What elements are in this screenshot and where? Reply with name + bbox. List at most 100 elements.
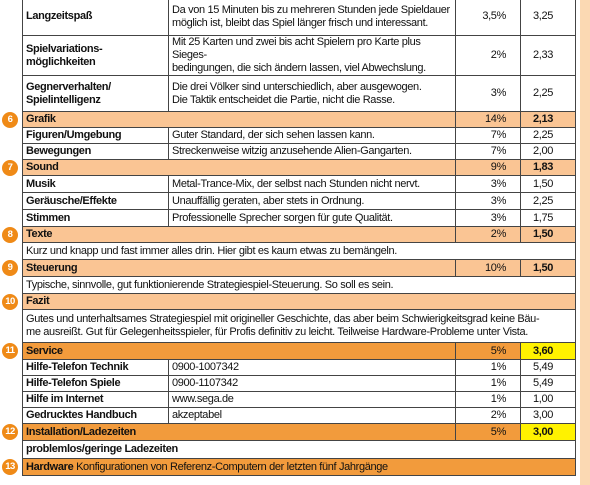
section-name: Hardware bbox=[26, 460, 74, 473]
section-name: Installation/Ladezeiten bbox=[26, 425, 136, 438]
section-title: 9 Steuerung bbox=[2, 259, 456, 277]
row: Geräusche/Effekte Unauffällig geraten, ab… bbox=[22, 192, 576, 210]
section-number: 8 bbox=[2, 226, 18, 243]
weight: 1% bbox=[455, 391, 521, 408]
description: Die drei Völker sind unterschiedlich, ab… bbox=[168, 75, 456, 112]
weight: 3% bbox=[455, 209, 521, 227]
criterion: Spielvariations- möglichkeiten bbox=[22, 35, 169, 76]
row: Hilfe-Telefon Technik 0900-1007342 1% 5,49 bbox=[22, 359, 576, 376]
section-number: 11 bbox=[2, 343, 18, 359]
description: Guter Standard, der sich sehen lassen ka… bbox=[168, 127, 456, 144]
section-row: 6 Grafik 14% 2,13 bbox=[2, 111, 576, 128]
section-name: Grafik bbox=[26, 113, 56, 125]
section-name: Steuerung bbox=[26, 261, 78, 274]
note: Gutes und unterhaltsames Strategiespiel … bbox=[22, 309, 576, 343]
note-row: Typische, sinnvolle, gut funktionierende… bbox=[22, 276, 576, 294]
score: 2,25 bbox=[520, 192, 576, 210]
weight: 3% bbox=[455, 175, 521, 193]
row: Stimmen Professionelle Sprecher sorgen fü… bbox=[22, 209, 576, 227]
weight: 5% bbox=[455, 423, 521, 441]
section-title: 12 Installation/Ladezeiten bbox=[2, 423, 456, 441]
section-row: 8 Texte 2% 1,50 bbox=[2, 226, 576, 243]
note: problemlos/geringe Ladezeiten bbox=[22, 440, 576, 459]
weight: 3,5% bbox=[455, 0, 521, 36]
row: Hilfe-Telefon Spiele 0900-1107342 1% 5,49 bbox=[22, 375, 576, 392]
rating-table: Langzeitspaß Da von 15 Minuten bis zu meh… bbox=[2, 0, 576, 476]
description: Unauffällig geraten, aber stets in Ordnu… bbox=[168, 192, 456, 210]
section-row: 7 Sound 9% 1,83 bbox=[2, 159, 576, 176]
row: Bewegungen Streckenweise witzig anzusehen… bbox=[22, 143, 576, 160]
section-number: 6 bbox=[2, 111, 18, 128]
description: Mit 25 Karten und zwei bis acht Spielern… bbox=[168, 35, 456, 76]
row: Musik Metal-Trance-Mix, der selbst nach S… bbox=[22, 175, 576, 193]
note: Kurz und knapp und fast immer alles drin… bbox=[22, 242, 576, 260]
criterion: Geräusche/Effekte bbox=[22, 192, 169, 210]
score: 5,49 bbox=[520, 359, 576, 376]
score: 5,49 bbox=[520, 375, 576, 392]
section-name: Texte bbox=[26, 228, 53, 240]
criterion: Figuren/Umgebung bbox=[22, 127, 169, 144]
description: Metal-Trance-Mix, der selbst nach Stunde… bbox=[168, 175, 456, 193]
row: Langzeitspaß Da von 15 Minuten bis zu meh… bbox=[22, 0, 576, 36]
section-row: 10 Fazit bbox=[2, 293, 576, 310]
section-name: Service bbox=[26, 344, 63, 357]
description: Da von 15 Minuten bis zu mehreren Stunde… bbox=[168, 0, 456, 36]
criterion: Stimmen bbox=[22, 209, 169, 227]
section-row: 11 Service 5% 3,60 bbox=[2, 342, 576, 360]
weight: 3% bbox=[455, 75, 521, 112]
description: akzeptabel bbox=[168, 407, 456, 424]
criterion: Musik bbox=[22, 175, 169, 193]
section-number: 13 bbox=[2, 459, 18, 475]
score: 2,25 bbox=[520, 127, 576, 144]
note-row: Gutes und unterhaltsames Strategiespiel … bbox=[22, 309, 576, 343]
score: 1,50 bbox=[520, 175, 576, 193]
section-row: 9 Steuerung 10% 1,50 bbox=[2, 259, 576, 277]
score: 2,00 bbox=[520, 143, 576, 160]
criterion: Langzeitspaß bbox=[22, 0, 169, 36]
criterion: Bewegungen bbox=[22, 143, 169, 160]
score: 1,50 bbox=[520, 259, 576, 277]
weight: 7% bbox=[455, 143, 521, 160]
weight: 2% bbox=[455, 35, 521, 76]
criterion: Gegnerverhalten/ Spielintelligenz bbox=[22, 75, 169, 112]
note-row: problemlos/geringe Ladezeiten bbox=[22, 440, 576, 459]
score: 2,13 bbox=[520, 111, 576, 128]
section-row: 13 Hardware Konfigurationen von Referenz-… bbox=[2, 458, 576, 476]
weight: 1% bbox=[455, 359, 521, 376]
score: 3,60 bbox=[520, 342, 576, 360]
score: 1,50 bbox=[520, 226, 576, 243]
weight: 7% bbox=[455, 127, 521, 144]
score: 2,33 bbox=[520, 35, 576, 76]
section-number: 10 bbox=[2, 293, 18, 310]
criterion: Hilfe-Telefon Technik bbox=[22, 359, 169, 376]
edge-strip bbox=[580, 0, 590, 485]
row: Figuren/Umgebung Guter Standard, der sich… bbox=[22, 127, 576, 144]
score: 1,00 bbox=[520, 391, 576, 408]
criterion: Gedrucktes Handbuch bbox=[22, 407, 169, 424]
score: 1,83 bbox=[520, 159, 576, 176]
note-row: Kurz und knapp und fast immer alles drin… bbox=[22, 242, 576, 260]
weight: 3% bbox=[455, 192, 521, 210]
score: 3,00 bbox=[520, 407, 576, 424]
weight: 2% bbox=[455, 226, 521, 243]
section-description: Konfigurationen von Referenz-Computern d… bbox=[76, 460, 388, 473]
section-title: 8 Texte bbox=[2, 226, 456, 243]
section-title: 7 Sound bbox=[2, 159, 456, 176]
score: 1,75 bbox=[520, 209, 576, 227]
score: 3,00 bbox=[520, 423, 576, 441]
section-title: 13 Hardware Konfigurationen von Referenz-… bbox=[2, 458, 576, 476]
description: Streckenweise witzig anzusehende Alien-G… bbox=[168, 143, 456, 160]
section-title: 6 Grafik bbox=[2, 111, 456, 128]
section-number: 9 bbox=[2, 260, 18, 276]
weight: 5% bbox=[455, 342, 521, 360]
weight: 1% bbox=[455, 375, 521, 392]
weight: 9% bbox=[455, 159, 521, 176]
row: Hilfe im Internet www.sega.de 1% 1,00 bbox=[22, 391, 576, 408]
criterion: Hilfe-Telefon Spiele bbox=[22, 375, 169, 392]
score: 2,25 bbox=[520, 75, 576, 112]
description: 0900-1107342 bbox=[168, 375, 456, 392]
description: www.sega.de bbox=[168, 391, 456, 408]
description: Professionelle Sprecher sorgen für gute … bbox=[168, 209, 456, 227]
description: 0900-1007342 bbox=[168, 359, 456, 376]
weight: 2% bbox=[455, 407, 521, 424]
